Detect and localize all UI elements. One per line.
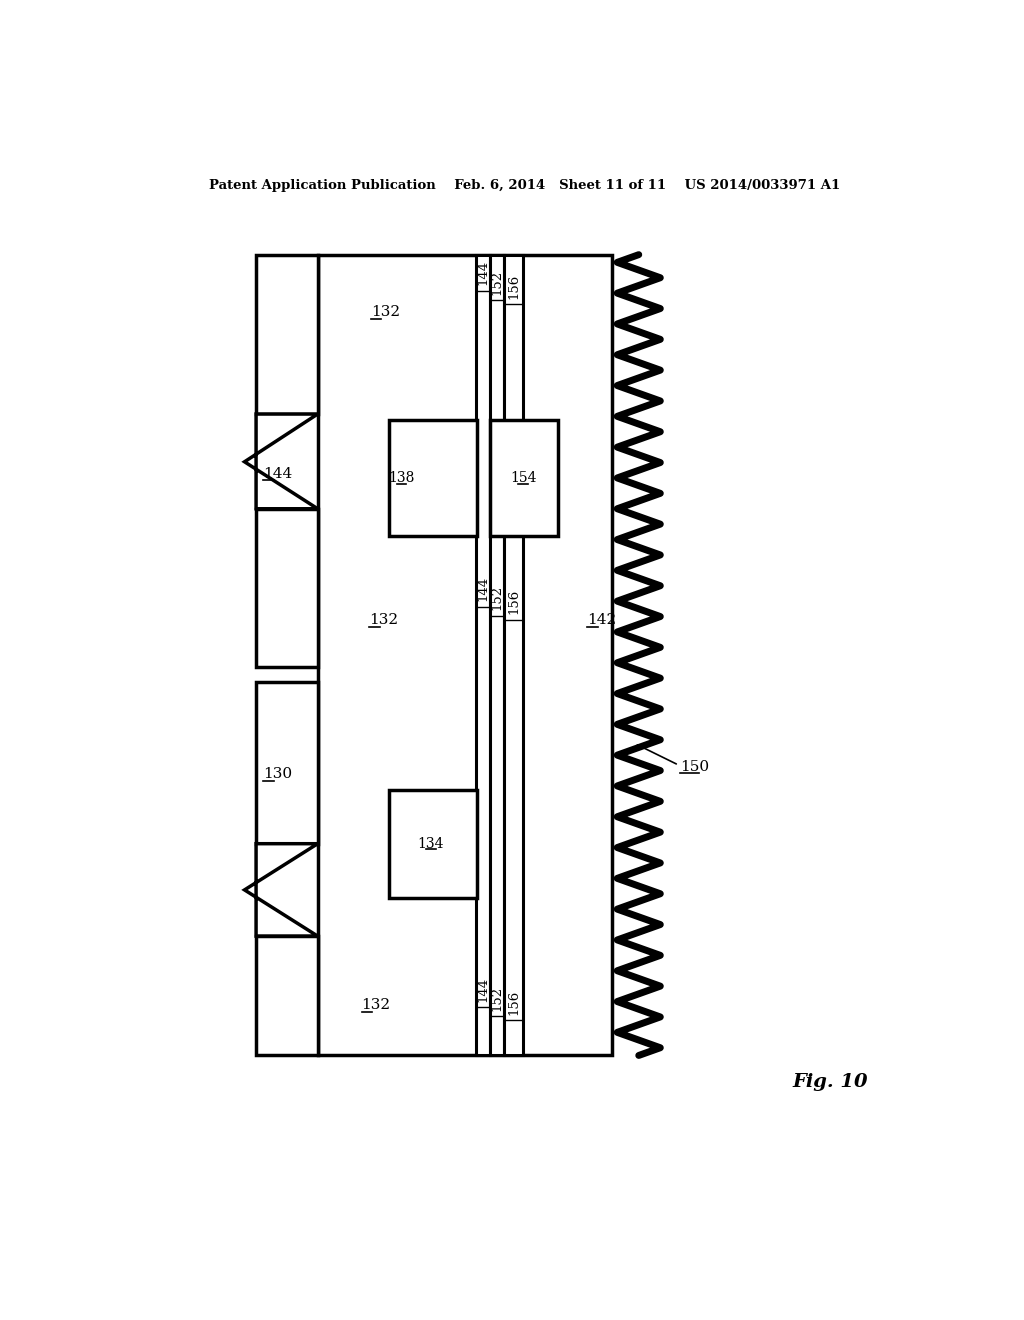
Text: 144: 144 xyxy=(477,977,489,1002)
Text: 138: 138 xyxy=(388,471,415,484)
Text: 156: 156 xyxy=(507,589,520,614)
Polygon shape xyxy=(245,414,317,508)
Text: 144: 144 xyxy=(477,260,489,285)
Bar xyxy=(388,420,477,536)
Text: 152: 152 xyxy=(490,269,504,294)
Text: 144: 144 xyxy=(263,467,292,480)
Text: 134: 134 xyxy=(418,837,444,850)
Text: 142: 142 xyxy=(587,614,616,627)
Text: 152: 152 xyxy=(490,986,504,1011)
Bar xyxy=(256,936,317,1056)
Bar xyxy=(317,255,611,1056)
Text: 132: 132 xyxy=(371,305,400,319)
Text: 154: 154 xyxy=(510,471,537,484)
Bar xyxy=(490,420,558,536)
Bar xyxy=(504,255,523,1056)
Text: 156: 156 xyxy=(507,990,520,1015)
Text: 152: 152 xyxy=(490,585,504,610)
Polygon shape xyxy=(245,843,317,936)
Bar xyxy=(256,682,317,843)
Text: 150: 150 xyxy=(680,760,710,774)
Text: Fig. 10: Fig. 10 xyxy=(793,1073,868,1092)
Text: 132: 132 xyxy=(361,998,391,1012)
Bar xyxy=(490,255,504,1056)
Bar xyxy=(256,255,317,414)
Text: 132: 132 xyxy=(370,614,398,627)
Bar xyxy=(388,789,477,898)
Text: 144: 144 xyxy=(477,576,489,601)
Text: Patent Application Publication    Feb. 6, 2014   Sheet 11 of 11    US 2014/00339: Patent Application Publication Feb. 6, 2… xyxy=(209,178,841,191)
Bar xyxy=(476,255,490,1056)
Bar xyxy=(256,508,317,667)
Text: 130: 130 xyxy=(263,767,292,781)
Text: 156: 156 xyxy=(507,273,520,298)
